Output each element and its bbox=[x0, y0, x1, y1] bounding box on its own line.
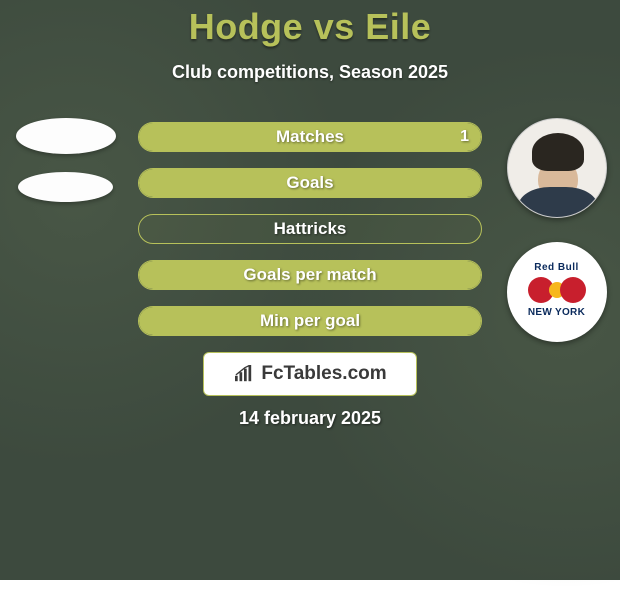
stat-value-right: 1 bbox=[460, 128, 469, 146]
stat-label: Goals per match bbox=[243, 265, 376, 285]
stat-row: Hattricks bbox=[138, 214, 482, 244]
stat-row: 1 Matches bbox=[138, 122, 482, 152]
right-team-logo: Red Bull NEW YORK bbox=[507, 242, 607, 342]
left-player-avatar bbox=[16, 118, 116, 154]
stat-label: Goals bbox=[286, 173, 333, 193]
bar-chart-icon bbox=[233, 365, 255, 383]
left-player-column bbox=[8, 118, 123, 226]
date-label: 14 february 2025 bbox=[0, 408, 620, 429]
stat-row: Goals bbox=[138, 168, 482, 198]
stat-label: Min per goal bbox=[260, 311, 360, 331]
brand-text: FcTables.com bbox=[261, 363, 386, 385]
stat-label: Hattricks bbox=[274, 219, 347, 239]
stat-bars: 1 Matches Goals Hattricks Goals per match Min… bbox=[138, 122, 482, 352]
right-player-avatar bbox=[507, 118, 607, 218]
stat-label: Matches bbox=[276, 127, 344, 147]
left-team-logo bbox=[18, 172, 113, 202]
team-logo-text-top: Red Bull bbox=[534, 262, 579, 273]
team-logo-text-bottom: NEW YORK bbox=[528, 307, 585, 318]
stat-row: Min per goal bbox=[138, 306, 482, 336]
stat-row: Goals per match bbox=[138, 260, 482, 290]
comparison-card: Hodge vs Eile Club competitions, Season … bbox=[0, 0, 620, 580]
page-title: Hodge vs Eile bbox=[0, 0, 620, 48]
subtitle: Club competitions, Season 2025 bbox=[0, 62, 620, 83]
brand-badge: FcTables.com bbox=[203, 352, 417, 396]
redbull-bulls-icon bbox=[528, 275, 586, 305]
right-player-column: Red Bull NEW YORK bbox=[499, 118, 614, 366]
